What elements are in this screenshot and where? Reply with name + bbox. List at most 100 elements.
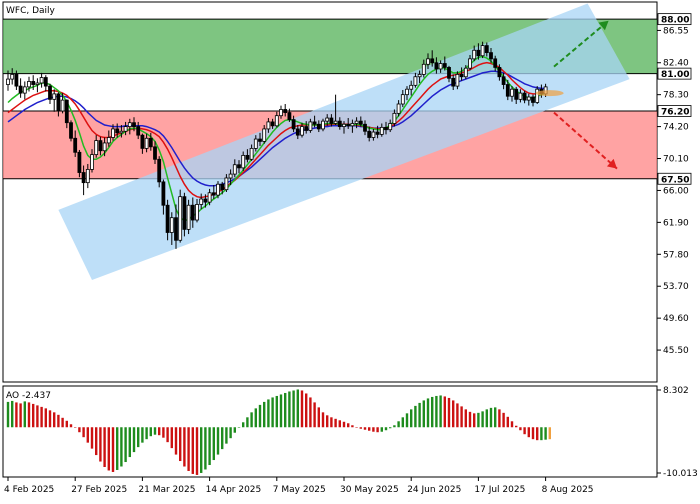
candle: [211, 184, 216, 200]
candle: [325, 114, 330, 126]
ao-bar: [19, 403, 22, 428]
bull-arrow-head: [598, 20, 609, 31]
ao-max-label: 8.302: [663, 386, 689, 396]
candle-body: [182, 196, 187, 230]
ao-bar: [44, 408, 47, 428]
ao-bar: [309, 397, 312, 428]
candles: [6, 41, 564, 249]
ao-bar: [330, 417, 333, 428]
candle-body: [123, 126, 128, 132]
candle: [480, 41, 485, 59]
candle: [493, 55, 498, 72]
candle-body: [484, 45, 489, 54]
candle: [535, 86, 540, 105]
candle: [274, 111, 279, 128]
ao-bar: [174, 427, 178, 455]
ao-bar: [506, 416, 509, 428]
projection-arrows: [553, 19, 618, 170]
ao-bar: [384, 427, 388, 431]
candle: [102, 137, 107, 157]
candle: [375, 125, 380, 139]
candle: [153, 141, 157, 164]
candle: [39, 72, 44, 88]
candle: [371, 128, 376, 141]
ao-bar: [128, 427, 131, 458]
candle-body: [85, 169, 90, 184]
candle: [497, 64, 502, 81]
candle: [270, 118, 275, 129]
candle: [182, 192, 187, 237]
ao-bar: [300, 390, 304, 428]
price-tick-label: 74.20: [663, 123, 689, 133]
ao-bar: [510, 421, 514, 428]
candle-body: [392, 112, 397, 124]
candle: [228, 169, 233, 185]
candle-body: [417, 74, 422, 78]
candle-body: [90, 154, 94, 170]
level-tag-box: [657, 105, 692, 117]
candle: [342, 121, 346, 134]
candle: [430, 50, 435, 67]
candle-body: [190, 204, 195, 221]
ao-bar: [116, 427, 119, 470]
ao-bar: [170, 427, 173, 449]
level-tag-label: 67.50: [661, 175, 689, 185]
ao-bar: [405, 413, 409, 428]
candle-body: [165, 204, 170, 233]
price-tick-label: 45.50: [663, 346, 689, 356]
candle: [237, 160, 241, 174]
candle: [224, 174, 229, 192]
candle: [505, 79, 510, 101]
candle-body: [119, 130, 124, 134]
level-tag-box: [657, 13, 692, 26]
candle-body: [43, 77, 48, 87]
ao-bar: [393, 425, 396, 428]
price-tick-label: 86.55: [663, 26, 689, 36]
candle: [190, 197, 195, 228]
ao-bar: [313, 402, 316, 428]
candle-body: [493, 58, 498, 68]
candle: [90, 149, 94, 173]
time-tick-label: 30 May 2025: [340, 485, 399, 495]
candle: [304, 121, 309, 134]
ao-bar: [418, 402, 421, 428]
candle: [337, 117, 342, 130]
candle: [157, 156, 162, 188]
candle: [463, 65, 468, 80]
candle-body: [69, 122, 73, 139]
candle-body: [321, 120, 325, 130]
ao-bar: [397, 421, 400, 428]
ao-bar: [53, 412, 56, 428]
ao-bar: [502, 412, 505, 428]
ao-bar: [477, 412, 480, 428]
ao-bar: [124, 427, 127, 463]
candle: [140, 133, 145, 154]
candle: [379, 123, 384, 137]
candle-body: [526, 96, 531, 101]
candle-body: [388, 123, 393, 131]
ao-bar: [137, 427, 140, 448]
candle: [405, 86, 409, 101]
candle: [329, 114, 334, 127]
candle-body: [400, 94, 405, 105]
ao-bar: [351, 425, 354, 428]
price-tick-label: 70.10: [663, 155, 689, 165]
candle-body: [81, 172, 86, 184]
ao-bar: [78, 427, 81, 433]
candle: [195, 199, 199, 223]
ao-bar: [536, 427, 539, 441]
candle: [216, 181, 220, 199]
ao-bar: [464, 409, 467, 428]
candle: [262, 125, 267, 144]
ao-bar: [183, 427, 186, 467]
ao-bar: [305, 393, 308, 428]
ao-bar: [489, 407, 493, 428]
candle-body: [224, 177, 229, 191]
candle-body: [434, 62, 439, 70]
ao-bar: [141, 427, 144, 443]
candle: [279, 105, 283, 119]
candle: [136, 121, 141, 140]
candle: [400, 89, 405, 108]
ao-bar: [254, 408, 257, 428]
